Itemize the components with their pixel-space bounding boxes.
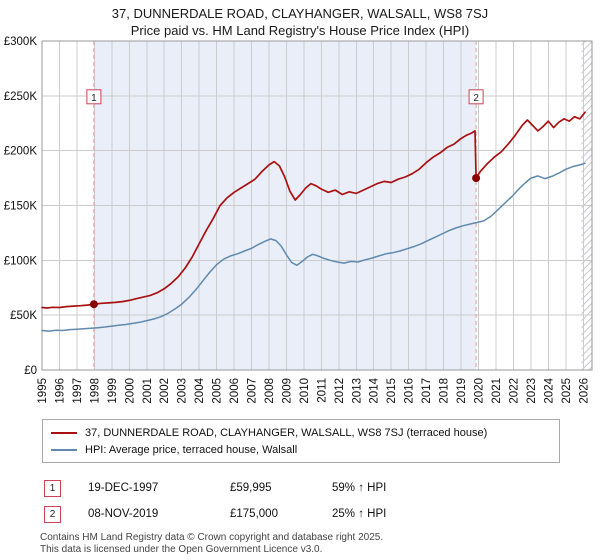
transaction-2-marker-badge: 2 (44, 505, 61, 523)
svg-text:1995: 1995 (37, 378, 49, 404)
svg-text:1997: 1997 (72, 378, 84, 404)
svg-text:2007: 2007 (247, 378, 259, 404)
attribution-footer: Contains HM Land Registry data © Crown c… (40, 532, 600, 555)
transaction-row-2: 2 08-NOV-2019 £175,000 25% ↑ HPI (44, 501, 600, 527)
svg-text:2014: 2014 (369, 377, 381, 403)
page-subtitle: Price paid vs. HM Land Registry's House … (130, 23, 470, 38)
svg-text:£100K: £100K (4, 255, 38, 267)
transaction-2-hpi-change: 25% ↑ HPI (332, 508, 387, 520)
svg-text:2021: 2021 (491, 378, 503, 404)
svg-text:2003: 2003 (177, 378, 189, 404)
svg-text:2018: 2018 (439, 378, 451, 404)
svg-text:£150K: £150K (4, 201, 38, 213)
svg-text:£300K: £300K (4, 36, 38, 48)
transaction-1-hpi-change: 59% ↑ HPI (332, 482, 387, 494)
svg-text:2012: 2012 (334, 378, 346, 404)
svg-text:2008: 2008 (264, 378, 276, 404)
svg-text:2025: 2025 (561, 378, 573, 404)
svg-text:2011: 2011 (316, 378, 328, 403)
property-line-swatch (51, 431, 77, 434)
legend-label-property: 37, DUNNERDALE ROAD, CLAYHANGER, WALSALL… (85, 426, 488, 439)
svg-text:2000: 2000 (124, 378, 136, 404)
price-history-chart: 1 2 £0 £50K £100K £150K £200K £250K £300K 1995 199… (4, 36, 593, 404)
svg-text:2009: 2009 (281, 378, 293, 404)
svg-text:2006: 2006 (229, 378, 241, 404)
svg-text:£250K: £250K (4, 91, 38, 103)
legend-item-hpi: HPI: Average price, terraced house, Wals… (51, 441, 551, 458)
svg-text:2024: 2024 (543, 377, 555, 403)
svg-text:2002: 2002 (159, 378, 171, 404)
legend-label-hpi: HPI: Average price, terraced house, Wals… (85, 443, 298, 456)
svg-text:2004: 2004 (194, 377, 206, 403)
svg-text:1: 1 (91, 93, 97, 104)
footer-line2: This data is licensed under the Open Gov… (40, 543, 323, 555)
svg-text:1998: 1998 (89, 378, 101, 404)
svg-text:2019: 2019 (456, 378, 468, 404)
svg-text:2013: 2013 (351, 378, 363, 404)
svg-text:2026: 2026 (578, 378, 590, 404)
transaction-1-price: £59,995 (230, 482, 272, 494)
svg-text:2001: 2001 (142, 378, 154, 404)
transaction-row-1: 1 19-DEC-1997 £59,995 59% ↑ HPI (44, 475, 600, 501)
svg-text:2: 2 (473, 93, 479, 104)
svg-text:2005: 2005 (212, 378, 224, 404)
transaction-2-price: £175,000 (230, 508, 278, 520)
svg-text:1996: 1996 (55, 378, 67, 404)
svg-text:2022: 2022 (508, 378, 520, 404)
svg-text:1999: 1999 (107, 378, 119, 404)
svg-text:2016: 2016 (404, 378, 416, 404)
svg-text:2015: 2015 (386, 378, 398, 404)
svg-text:£50K: £50K (10, 310, 37, 322)
hpi-line-swatch (51, 448, 77, 451)
svg-text:2017: 2017 (421, 378, 433, 404)
transaction-1-marker-badge: 1 (44, 479, 61, 497)
transaction-1-date: 19-DEC-1997 (88, 482, 159, 494)
transaction-2-date: 08-NOV-2019 (88, 508, 159, 520)
footer-line1: Contains HM Land Registry data © Crown c… (40, 532, 384, 543)
chart-header: 37, DUNNERDALE ROAD, CLAYHANGER, WALSALL… (0, 0, 600, 39)
svg-text:£0: £0 (24, 365, 37, 377)
legend-item-property: 37, DUNNERDALE ROAD, CLAYHANGER, WALSALL… (51, 424, 551, 441)
svg-text:2023: 2023 (526, 378, 538, 404)
page-title: 37, DUNNERDALE ROAD, CLAYHANGER, WALSALL… (111, 6, 489, 21)
svg-text:2020: 2020 (474, 378, 486, 404)
svg-text:2010: 2010 (299, 378, 311, 404)
transactions-list: 1 19-DEC-1997 £59,995 59% ↑ HPI 2 08-NOV… (44, 475, 600, 527)
chart-legend: 37, DUNNERDALE ROAD, CLAYHANGER, WALSALL… (42, 419, 560, 463)
svg-text:£200K: £200K (4, 146, 38, 158)
